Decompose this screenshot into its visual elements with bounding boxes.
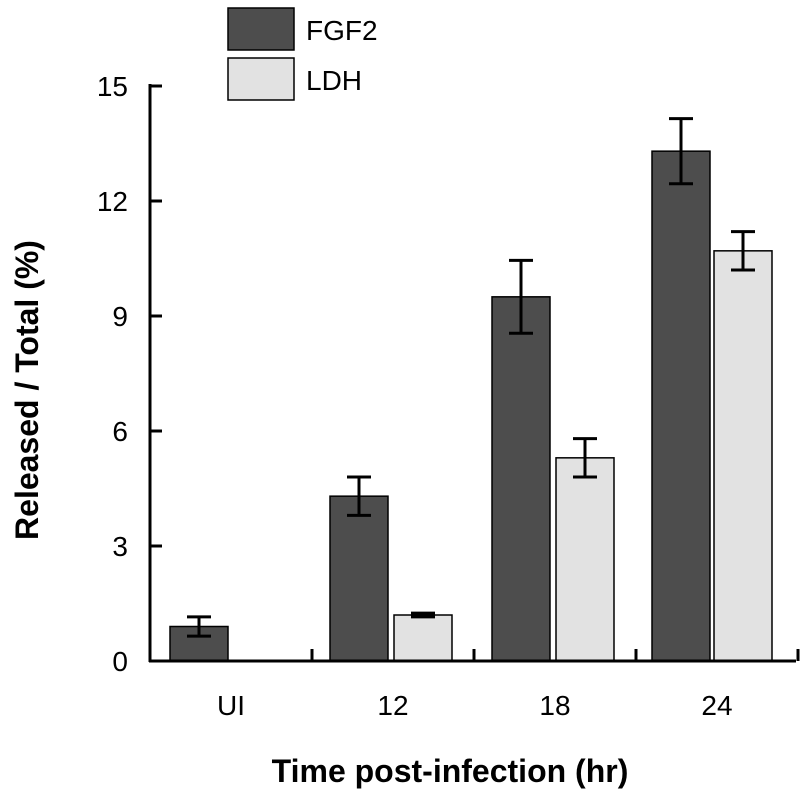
error-bar bbox=[411, 611, 435, 619]
error-bar bbox=[187, 615, 211, 638]
bar-fgf2-18 bbox=[491, 296, 551, 662]
error-bar bbox=[347, 475, 371, 517]
bar-ldh-18 bbox=[555, 457, 615, 662]
legend-label-fgf2: FGF2 bbox=[306, 15, 378, 46]
x-ticks: UI 12 18 24 bbox=[148, 649, 800, 721]
x-tick-label: 24 bbox=[701, 690, 732, 721]
legend-swatch-fgf2 bbox=[227, 7, 295, 51]
y-tick-label: 3 bbox=[112, 531, 128, 562]
legend-label-ldh: LDH bbox=[306, 65, 362, 96]
y-tick-label: 0 bbox=[112, 646, 128, 677]
bar-fgf2-24 bbox=[651, 150, 711, 662]
y-ticks: 0 3 6 9 12 15 bbox=[97, 71, 162, 677]
x-tick-label: 12 bbox=[377, 690, 408, 721]
y-tick-label: 12 bbox=[97, 186, 128, 217]
x-tick-label: UI bbox=[217, 690, 245, 721]
bar-ldh-12 bbox=[393, 614, 453, 662]
error-bar bbox=[509, 258, 533, 335]
plot-area bbox=[169, 117, 773, 662]
bar-fgf2-12 bbox=[329, 495, 389, 662]
error-bar bbox=[731, 230, 755, 272]
y-tick-label: 15 bbox=[97, 71, 128, 102]
legend: FGF2 LDH bbox=[227, 7, 378, 101]
bar-ldh-24 bbox=[713, 250, 773, 662]
legend-swatch-ldh bbox=[227, 57, 295, 101]
x-tick-label: 18 bbox=[539, 690, 570, 721]
y-axis-title: Released / Total (%) bbox=[9, 240, 45, 540]
y-tick-label: 9 bbox=[112, 301, 128, 332]
error-bar bbox=[573, 437, 597, 479]
error-bar bbox=[669, 117, 693, 186]
y-tick-label: 6 bbox=[112, 416, 128, 447]
x-axis-title: Time post-infection (hr) bbox=[272, 753, 629, 789]
